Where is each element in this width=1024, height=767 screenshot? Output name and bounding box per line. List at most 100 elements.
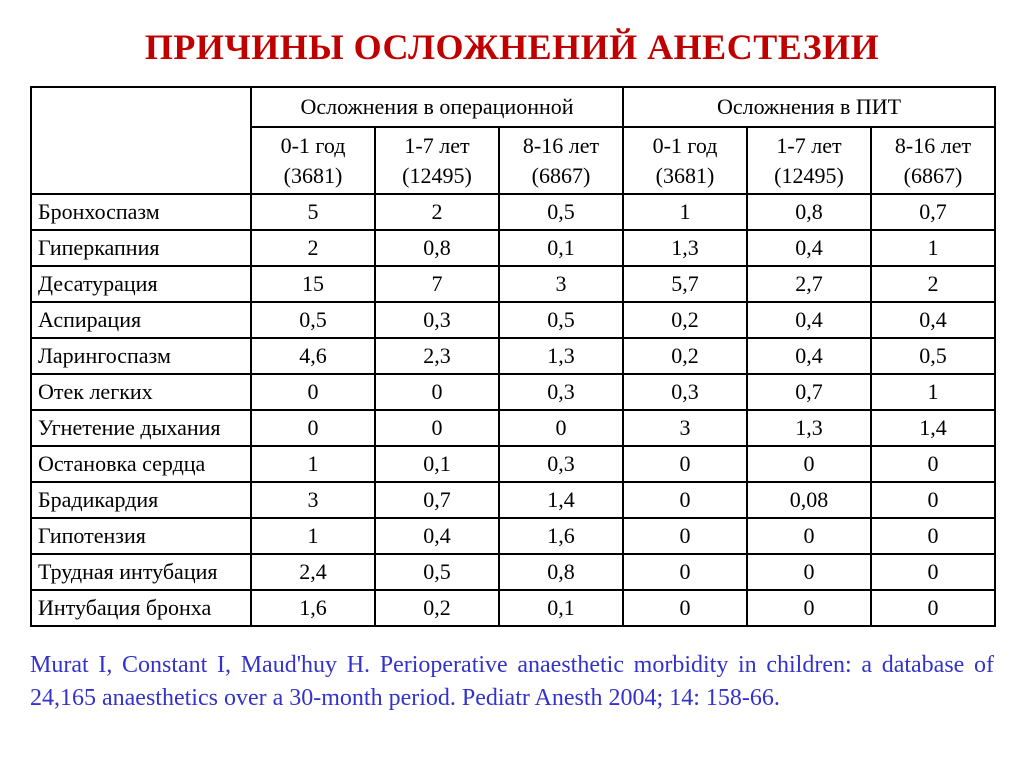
row-label: Трудная интубация	[31, 554, 251, 590]
table-row: Трудная интубация2,40,50,8000	[31, 554, 995, 590]
row-label: Интубация бронха	[31, 590, 251, 626]
age-line2: (3681)	[254, 161, 372, 191]
table-row: Гиперкапния20,80,11,30,41	[31, 230, 995, 266]
cell-value: 0,4	[871, 302, 995, 338]
cell-value: 0,7	[375, 482, 499, 518]
cell-value: 1,6	[499, 518, 623, 554]
row-label: Ларингоспазм	[31, 338, 251, 374]
cell-value: 1	[251, 446, 375, 482]
cell-value: 0,2	[623, 302, 747, 338]
cell-value: 3	[499, 266, 623, 302]
table-row: Десатурация15735,72,72	[31, 266, 995, 302]
cell-value: 0,3	[499, 446, 623, 482]
cell-value: 0,5	[499, 194, 623, 230]
cell-value: 5	[251, 194, 375, 230]
cell-value: 0	[623, 554, 747, 590]
table-row: Гипотензия10,41,6000	[31, 518, 995, 554]
cell-value: 0	[375, 410, 499, 446]
cell-value: 0	[747, 518, 871, 554]
cell-value: 0,4	[747, 302, 871, 338]
age-line2: (12495)	[750, 161, 868, 191]
header-group-icu: Осложнения в ПИТ	[623, 87, 995, 127]
cell-value: 1	[623, 194, 747, 230]
cell-value: 0,3	[375, 302, 499, 338]
header-age-col-0: 0-1 год(3681)	[251, 127, 375, 194]
cell-value: 0,4	[747, 230, 871, 266]
cell-value: 0,7	[871, 194, 995, 230]
cell-value: 2	[375, 194, 499, 230]
cell-value: 0	[871, 590, 995, 626]
age-line1: 1-7 лет	[750, 131, 868, 161]
age-line2: (12495)	[378, 161, 496, 191]
page-title: ПРИЧИНЫ ОСЛОЖНЕНИЙ АНЕСТЕЗИИ	[30, 26, 994, 68]
cell-value: 0	[747, 554, 871, 590]
header-age-col-1: 1-7 лет(12495)	[375, 127, 499, 194]
cell-value: 0,5	[871, 338, 995, 374]
cell-value: 0,3	[623, 374, 747, 410]
row-label: Бронхоспазм	[31, 194, 251, 230]
cell-value: 2	[251, 230, 375, 266]
age-line1: 1-7 лет	[378, 131, 496, 161]
table-row: Аспирация0,50,30,50,20,40,4	[31, 302, 995, 338]
row-label: Отек легких	[31, 374, 251, 410]
table-body: Бронхоспазм520,510,80,7Гиперкапния20,80,…	[31, 194, 995, 626]
age-line2: (6867)	[502, 161, 620, 191]
cell-value: 0,5	[375, 554, 499, 590]
cell-value: 0,5	[251, 302, 375, 338]
header-empty	[31, 87, 251, 194]
cell-value: 0,1	[375, 446, 499, 482]
cell-value: 2	[871, 266, 995, 302]
cell-value: 0	[251, 374, 375, 410]
row-label: Остановка сердца	[31, 446, 251, 482]
table-row: Остановка сердца10,10,3000	[31, 446, 995, 482]
table-row: Брадикардия30,71,400,080	[31, 482, 995, 518]
cell-value: 0	[871, 554, 995, 590]
cell-value: 0,8	[747, 194, 871, 230]
cell-value: 5,7	[623, 266, 747, 302]
header-age-col-4: 1-7 лет(12495)	[747, 127, 871, 194]
cell-value: 1	[251, 518, 375, 554]
cell-value: 0	[623, 590, 747, 626]
cell-value: 0,2	[623, 338, 747, 374]
cell-value: 0,4	[375, 518, 499, 554]
age-line2: (3681)	[626, 161, 744, 191]
cell-value: 0	[623, 518, 747, 554]
cell-value: 0,4	[747, 338, 871, 374]
table-row: Угнетение дыхания00031,31,4	[31, 410, 995, 446]
cell-value: 1,6	[251, 590, 375, 626]
table-row: Ларингоспазм4,62,31,30,20,40,5	[31, 338, 995, 374]
age-line1: 8-16 лет	[502, 131, 620, 161]
row-label: Гиперкапния	[31, 230, 251, 266]
table-row: Интубация бронха1,60,20,1000	[31, 590, 995, 626]
cell-value: 7	[375, 266, 499, 302]
row-label: Брадикардия	[31, 482, 251, 518]
header-group-or: Осложнения в операционной	[251, 87, 623, 127]
age-line2: (6867)	[874, 161, 992, 191]
cell-value: 0	[747, 590, 871, 626]
cell-value: 0	[251, 410, 375, 446]
cell-value: 0,08	[747, 482, 871, 518]
row-label: Гипотензия	[31, 518, 251, 554]
complications-table: Осложнения в операционной Осложнения в П…	[30, 86, 996, 627]
cell-value: 0,1	[499, 590, 623, 626]
cell-value: 1,3	[499, 338, 623, 374]
cell-value: 0	[871, 446, 995, 482]
cell-value: 2,4	[251, 554, 375, 590]
cell-value: 1	[871, 374, 995, 410]
cell-value: 0,1	[499, 230, 623, 266]
cell-value: 0	[747, 446, 871, 482]
cell-value: 1,4	[499, 482, 623, 518]
cell-value: 1,3	[747, 410, 871, 446]
cell-value: 1,3	[623, 230, 747, 266]
citation-text: Murat I, Constant I, Maud'huy H. Periope…	[30, 649, 994, 714]
cell-value: 0,3	[499, 374, 623, 410]
cell-value: 0,7	[747, 374, 871, 410]
cell-value: 0,2	[375, 590, 499, 626]
header-age-col-2: 8-16 лет(6867)	[499, 127, 623, 194]
table-row: Бронхоспазм520,510,80,7	[31, 194, 995, 230]
row-label: Угнетение дыхания	[31, 410, 251, 446]
header-age-col-5: 8-16 лет(6867)	[871, 127, 995, 194]
cell-value: 1,4	[871, 410, 995, 446]
cell-value: 0	[375, 374, 499, 410]
cell-value: 3	[251, 482, 375, 518]
